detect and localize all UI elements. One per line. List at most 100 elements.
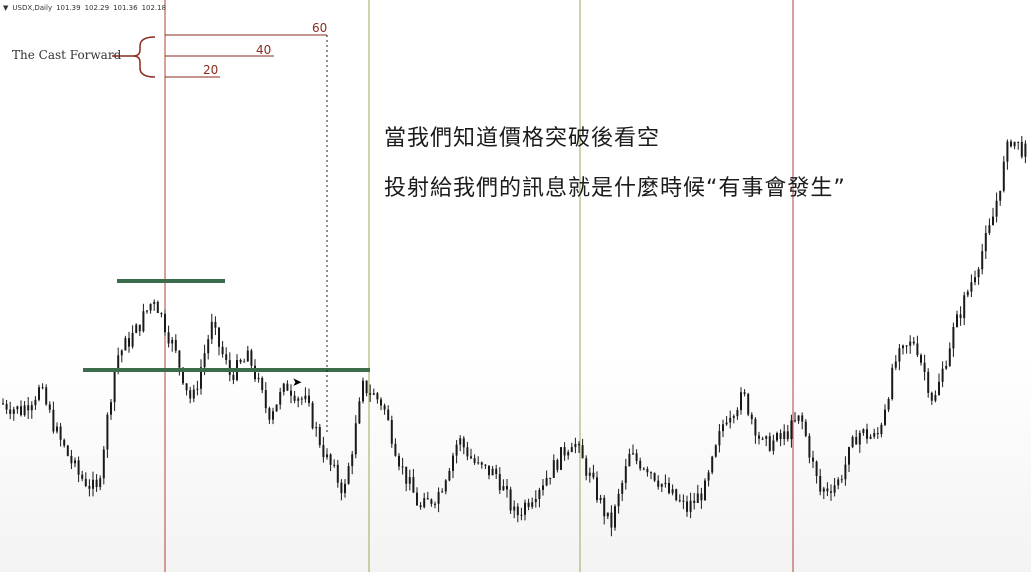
- candle-body: [59, 426, 62, 440]
- candle-body: [275, 404, 278, 412]
- candle-body: [74, 460, 76, 464]
- candle-body: [603, 497, 606, 517]
- candle-body: [956, 314, 958, 327]
- level-40-label: 40: [256, 43, 272, 57]
- candle-body: [369, 393, 372, 395]
- candle-body: [257, 377, 260, 380]
- candle-body: [1006, 141, 1009, 162]
- dropdown-triangle-icon[interactable]: ▼: [3, 4, 9, 12]
- candle-body: [362, 380, 364, 402]
- candle-body: [254, 365, 256, 380]
- candle-body: [52, 409, 55, 432]
- headline-line-2: 投射給我們的訊息就是什麼時候“有事會發生”: [384, 176, 846, 201]
- candle-body: [844, 464, 847, 480]
- candle-body: [365, 380, 368, 394]
- candle-body: [693, 500, 696, 503]
- candle-body: [545, 477, 548, 486]
- candle-body: [722, 424, 724, 432]
- candle-body: [286, 383, 289, 391]
- candle-body: [290, 390, 292, 396]
- candle-body: [905, 345, 908, 347]
- candle-body: [736, 410, 739, 417]
- candle-body: [909, 341, 912, 346]
- candle-body: [304, 395, 307, 400]
- candle-body: [380, 399, 382, 406]
- candle-body: [642, 468, 645, 470]
- candle-body: [999, 190, 1002, 201]
- candle-body: [855, 436, 858, 445]
- candle-body: [225, 354, 228, 361]
- candle-body: [938, 381, 940, 396]
- candle-body: [182, 367, 184, 384]
- candle-body: [815, 461, 818, 476]
- candle-body: [84, 478, 87, 487]
- candle-body: [927, 371, 930, 393]
- candle-body: [333, 464, 336, 466]
- candle-body: [930, 392, 933, 401]
- candle-body: [754, 419, 757, 436]
- chart-header: ▼ USDX,Daily 101.39 102.29 101.36 102.18: [3, 4, 170, 12]
- candle-body: [866, 429, 868, 439]
- candle-body: [138, 324, 141, 332]
- candle-body: [945, 365, 948, 369]
- candle-body: [974, 277, 976, 283]
- candle-body: [1002, 161, 1005, 191]
- candle-body: [196, 388, 199, 390]
- candle-body: [171, 339, 174, 344]
- candle-body: [574, 443, 577, 448]
- level-20-label: 20: [203, 63, 219, 77]
- candle-body: [45, 387, 48, 405]
- candle-body: [794, 420, 796, 422]
- candle-body: [671, 489, 674, 494]
- candle-body: [200, 367, 202, 389]
- candle-body: [444, 480, 447, 492]
- candle-body: [779, 433, 782, 440]
- candle-body: [833, 485, 836, 493]
- candle-body: [34, 399, 37, 406]
- candle-body: [340, 482, 343, 494]
- candle-body: [9, 409, 12, 414]
- candle-body: [401, 466, 404, 468]
- candle-body: [5, 403, 8, 410]
- candle-body: [1020, 141, 1023, 157]
- candle-body: [524, 502, 526, 515]
- candle-body: [776, 433, 778, 441]
- candle-body: [484, 464, 487, 466]
- candle-body: [405, 466, 408, 484]
- candle-body: [239, 360, 242, 363]
- candle-body: [470, 456, 472, 459]
- candle-body: [423, 498, 426, 508]
- candle-body: [56, 426, 58, 432]
- candle-body: [480, 462, 483, 465]
- candle-body: [20, 406, 22, 416]
- candle-body: [952, 326, 955, 349]
- candle-body: [160, 313, 163, 315]
- candle-body: [95, 479, 98, 488]
- candle-body: [520, 514, 523, 516]
- candle-body: [99, 478, 102, 488]
- candle-body: [822, 488, 825, 492]
- candle-body: [1013, 141, 1016, 147]
- candle-body: [837, 479, 840, 486]
- candle-body: [527, 502, 530, 507]
- level-60-label: 60: [312, 21, 328, 35]
- candle-body: [635, 453, 638, 461]
- candle-body: [81, 474, 84, 479]
- candle-body: [2, 403, 4, 405]
- candle-body: [268, 408, 271, 420]
- candle-body: [77, 460, 80, 475]
- candle-body: [326, 454, 328, 458]
- candle-body: [614, 506, 616, 528]
- headline-line-1: 當我們知道價格突破後看空: [384, 126, 661, 151]
- candle-body: [250, 350, 253, 366]
- candle-body: [725, 422, 728, 425]
- candle-body: [189, 390, 192, 399]
- candle-body: [920, 355, 922, 363]
- candle-body: [394, 443, 397, 456]
- candle-body: [135, 324, 138, 333]
- candle-body: [16, 406, 19, 410]
- candle-body: [992, 216, 994, 226]
- candle-body: [12, 409, 15, 414]
